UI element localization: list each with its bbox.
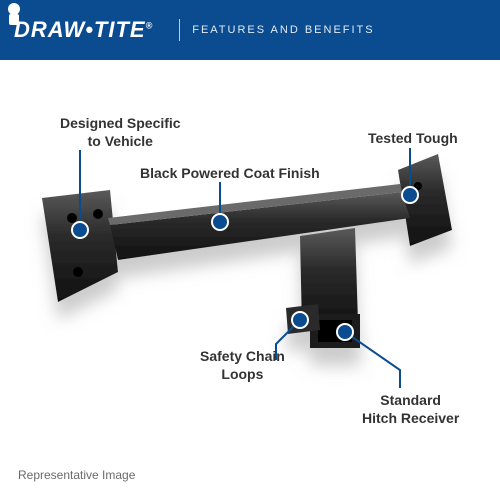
callout-safety: Safety ChainLoops — [200, 348, 285, 383]
hitch-illustration — [42, 154, 452, 348]
callout-receiver: StandardHitch Receiver — [362, 392, 459, 427]
callout-designed: Designed Specificto Vehicle — [60, 115, 181, 150]
callout-tested: Tested Tough — [368, 130, 458, 148]
marker-tested — [402, 187, 418, 203]
marker-receiver — [337, 324, 353, 340]
marker-safety — [292, 312, 308, 328]
footer-note: Representative Image — [18, 468, 135, 482]
callout-black: Black Powered Coat Finish — [140, 165, 320, 183]
marker-black — [212, 214, 228, 230]
marker-designed — [72, 222, 88, 238]
